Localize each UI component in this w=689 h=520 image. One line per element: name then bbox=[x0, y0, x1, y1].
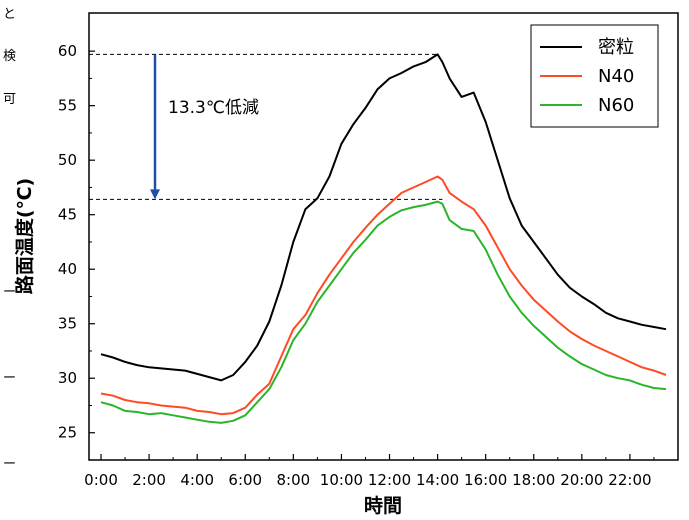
y-tick-label: 60 bbox=[58, 42, 77, 60]
y-tick-label: 40 bbox=[58, 260, 77, 278]
y-tick-label: 45 bbox=[58, 206, 77, 224]
edge-fragment: と bbox=[3, 7, 16, 22]
edge-fragment: ー bbox=[3, 371, 16, 386]
plot-frame bbox=[88, 12, 679, 461]
x-tick-label: 0:00 bbox=[84, 471, 118, 489]
y-tick-label: 25 bbox=[58, 424, 77, 442]
series-line-N60 bbox=[100, 200, 667, 424]
page-edge-fragments: と 検 可 ー ー ー bbox=[3, 7, 16, 472]
x-tick-label: 20:00 bbox=[560, 471, 603, 489]
x-tick-label: 22:00 bbox=[608, 471, 651, 489]
annotation: 13.3℃低減 bbox=[150, 54, 259, 200]
x-tick-label: 12:00 bbox=[368, 471, 411, 489]
x-tick-label: 2:00 bbox=[132, 471, 166, 489]
x-tick-label: 8:00 bbox=[277, 471, 311, 489]
y-tick-label: 35 bbox=[58, 315, 77, 333]
legend-label: N60 bbox=[598, 95, 634, 116]
edge-fragment: 可 bbox=[3, 92, 16, 107]
series-lines bbox=[100, 53, 667, 424]
edge-fragment: 検 bbox=[3, 49, 16, 64]
y-tick-label: 55 bbox=[58, 97, 77, 115]
legend-label: N40 bbox=[598, 66, 634, 87]
annotation-label: 13.3℃低減 bbox=[168, 98, 259, 118]
y-axis-title: 路面温度(℃) bbox=[13, 178, 36, 294]
y-tick-label: 50 bbox=[58, 151, 77, 169]
series-line-N40 bbox=[100, 175, 667, 416]
x-tick-label: 10:00 bbox=[320, 471, 363, 489]
annotation-arrow-head bbox=[150, 189, 160, 200]
y-tick-label: 30 bbox=[58, 369, 77, 387]
x-axis-title: 時間 bbox=[364, 495, 402, 517]
x-tick-label: 14:00 bbox=[416, 471, 459, 489]
x-tick-label: 16:00 bbox=[464, 471, 507, 489]
edge-fragment: ー bbox=[3, 457, 16, 472]
series-line-密粒 bbox=[100, 53, 667, 382]
legend: 密粒 N40 N60 bbox=[530, 24, 659, 128]
x-tick-label: 18:00 bbox=[512, 471, 555, 489]
x-tick-label: 6:00 bbox=[228, 471, 262, 489]
y-axis-ticks: 25 30 35 40 45 50 55 60 bbox=[58, 42, 95, 442]
legend-label: 密粒 bbox=[598, 37, 634, 58]
edge-fragment: ー bbox=[3, 285, 16, 300]
x-axis-ticks: 0:00 2:00 4:00 6:00 8:00 10:00 12:00 14:00 16:00… bbox=[84, 454, 655, 489]
reference-lines bbox=[89, 53, 443, 200]
x-tick-label: 4:00 bbox=[180, 471, 214, 489]
